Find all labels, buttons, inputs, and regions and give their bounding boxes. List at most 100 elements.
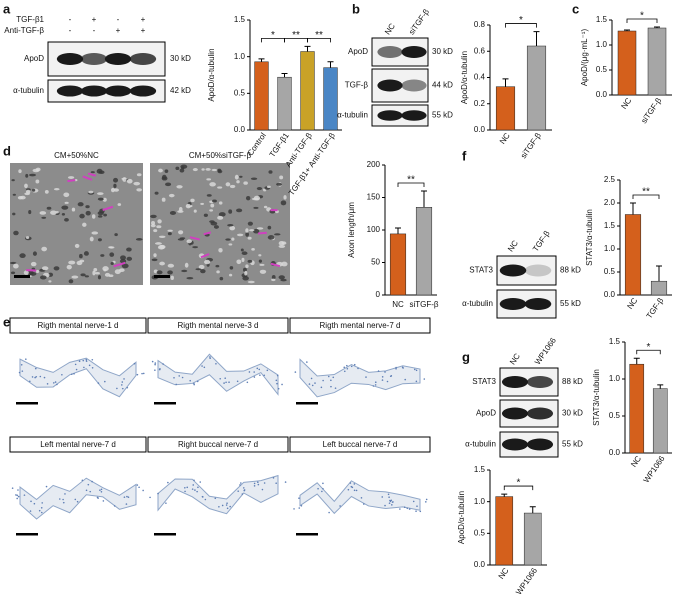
protein-label: ApoD bbox=[476, 409, 496, 418]
y-tick-label: 0.5 bbox=[234, 88, 246, 97]
nucleus bbox=[239, 484, 241, 486]
nucleus bbox=[204, 498, 207, 501]
condition-sign: + bbox=[141, 26, 146, 35]
bar bbox=[415, 207, 433, 296]
y-tick-label: 1.5 bbox=[596, 15, 608, 24]
cell bbox=[126, 256, 133, 261]
cell bbox=[74, 243, 80, 248]
nucleus bbox=[237, 490, 240, 492]
cell bbox=[276, 182, 283, 186]
cell bbox=[91, 231, 99, 235]
cell bbox=[253, 206, 259, 209]
cell bbox=[218, 247, 223, 253]
significance-bracket bbox=[632, 194, 660, 199]
cell bbox=[92, 270, 96, 276]
y-tick-label: 1.0 bbox=[234, 52, 246, 61]
cell bbox=[175, 166, 180, 171]
nucleus bbox=[311, 384, 314, 387]
x-tick-label: NC bbox=[629, 454, 643, 469]
cell bbox=[68, 260, 76, 265]
nucleus bbox=[275, 379, 278, 382]
protein-label: STAT3 bbox=[469, 266, 493, 275]
section-caption: Rigth mental nerve-1 d bbox=[38, 321, 119, 330]
nucleus bbox=[317, 487, 319, 490]
blot-band bbox=[501, 376, 529, 388]
nucleus bbox=[157, 492, 159, 495]
cell bbox=[231, 237, 235, 241]
nucleus bbox=[30, 500, 32, 503]
nucleus bbox=[73, 372, 75, 375]
nucleus bbox=[64, 493, 66, 495]
cell bbox=[100, 254, 105, 257]
y-axis-title: ApoD/(μg·mL⁻¹) bbox=[580, 29, 589, 87]
condition-label: TGF-β1 bbox=[16, 15, 44, 24]
cell bbox=[53, 188, 60, 191]
cell bbox=[236, 259, 242, 265]
y-axis-title: STAT3/α-tubulin bbox=[592, 369, 601, 426]
cell bbox=[227, 223, 234, 227]
nucleus bbox=[353, 363, 356, 366]
cell bbox=[13, 230, 19, 236]
nucleus bbox=[332, 376, 335, 379]
blot-band bbox=[499, 264, 527, 277]
cell bbox=[258, 259, 262, 263]
cell bbox=[165, 182, 172, 187]
bar bbox=[652, 388, 668, 454]
nucleus bbox=[263, 374, 266, 377]
nucleus bbox=[173, 376, 175, 379]
cell bbox=[109, 252, 115, 257]
nucleus bbox=[374, 381, 377, 384]
nucleus bbox=[343, 366, 346, 369]
nucleus bbox=[406, 507, 409, 510]
scale-bar bbox=[296, 402, 318, 405]
error-bar bbox=[657, 384, 664, 389]
blot-band bbox=[377, 110, 403, 121]
significance-bracket bbox=[505, 23, 537, 28]
nucleus bbox=[256, 367, 259, 370]
nucleus bbox=[58, 498, 61, 500]
significance-label: ** bbox=[292, 30, 300, 41]
size-label: 55 kD bbox=[562, 440, 583, 449]
condition-sign: - bbox=[69, 26, 72, 35]
cell bbox=[228, 273, 233, 277]
cell bbox=[10, 271, 16, 275]
nucleus bbox=[395, 366, 397, 369]
cell bbox=[217, 215, 224, 220]
cell bbox=[218, 212, 226, 217]
nucleus bbox=[334, 387, 337, 389]
cell bbox=[186, 239, 192, 244]
cell bbox=[136, 173, 142, 177]
y-tick-label: 0.2 bbox=[474, 99, 486, 108]
nucleus bbox=[40, 506, 43, 509]
cell bbox=[29, 271, 37, 276]
error-bar bbox=[421, 190, 427, 208]
nucleus bbox=[17, 489, 19, 491]
size-label: 44 kD bbox=[432, 81, 453, 90]
cell bbox=[156, 225, 162, 229]
nucleus bbox=[246, 381, 249, 384]
nucleus bbox=[11, 487, 14, 489]
nucleus bbox=[62, 498, 64, 501]
cell bbox=[250, 177, 258, 180]
cell bbox=[102, 266, 109, 272]
cell bbox=[279, 175, 284, 180]
scale-bar bbox=[296, 533, 318, 536]
cell bbox=[13, 263, 19, 269]
protein-label: TGF-β bbox=[345, 81, 369, 90]
nucleus bbox=[70, 373, 73, 376]
nucleus bbox=[74, 498, 77, 501]
cell bbox=[283, 195, 287, 200]
nucleus bbox=[327, 375, 330, 378]
bar bbox=[254, 61, 269, 131]
cell bbox=[274, 233, 281, 236]
nucleus bbox=[415, 369, 418, 372]
nucleus bbox=[384, 504, 386, 507]
y-tick-label: 0.8 bbox=[474, 20, 486, 29]
cell bbox=[39, 211, 47, 215]
cell bbox=[169, 211, 177, 215]
nucleus bbox=[88, 364, 91, 367]
nucleus bbox=[125, 503, 128, 505]
nucleus bbox=[328, 511, 330, 514]
blot-band bbox=[104, 85, 132, 97]
nucleus bbox=[74, 363, 77, 366]
